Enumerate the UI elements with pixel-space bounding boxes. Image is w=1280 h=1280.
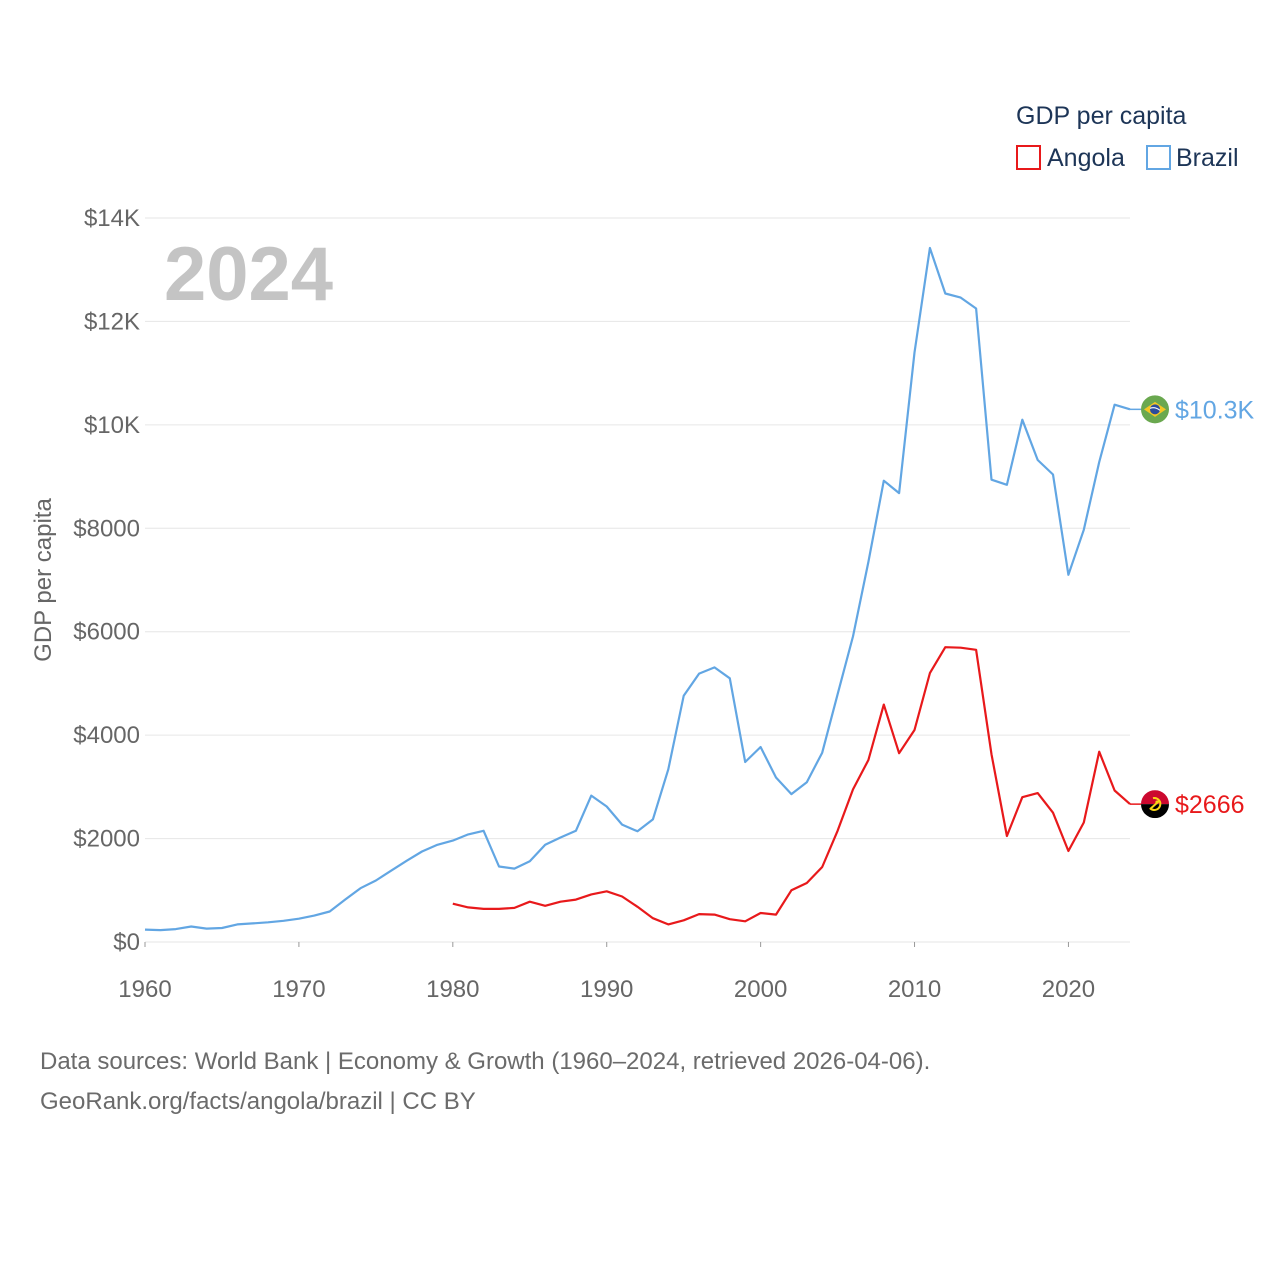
y-tick-label: $6000: [73, 619, 140, 646]
data-source-note: Data sources: World Bank | Economy & Gro…: [40, 1042, 930, 1122]
x-tick-label: 1970: [272, 976, 325, 1003]
source-line-2[interactable]: GeoRank.org/facts/angola/brazil | CC BY: [40, 1088, 476, 1115]
legend-label-angola[interactable]: Angola: [1047, 144, 1125, 172]
x-axis: 1960 1970 1980 1990 2000 2010 2020: [118, 942, 1095, 1003]
year-label: 2024: [164, 232, 333, 317]
brazil-flag-icon: [1141, 395, 1169, 424]
x-tick-label: 2010: [888, 976, 941, 1003]
y-tick-label: $12K: [84, 308, 140, 335]
angola-end-marker: $2666: [1130, 790, 1245, 819]
y-tick-label: $10K: [84, 412, 140, 439]
y-axis: $0 $2000 $4000 $6000 $8000 $10K $12K $14K: [73, 205, 140, 956]
angola-end-label: $2666: [1175, 791, 1245, 819]
y-axis-label: GDP per capita: [30, 498, 57, 662]
brazil-end-label: $10.3K: [1175, 396, 1255, 424]
legend-swatch-brazil[interactable]: [1146, 145, 1171, 170]
series-lines: [144, 246, 1131, 932]
x-tick-label: 1980: [426, 976, 479, 1003]
y-tick-label: $8000: [73, 515, 140, 542]
legend-title: GDP per capita: [1016, 102, 1187, 130]
source-line-1: Data sources: World Bank | Economy & Gro…: [40, 1048, 931, 1075]
series-line-brazil[interactable]: [144, 246, 1131, 932]
x-tick-label: 2000: [734, 976, 787, 1003]
y-tick-label: $2000: [73, 826, 140, 853]
brazil-end-marker: $10.3K: [1130, 395, 1255, 424]
series-line-angola[interactable]: [452, 646, 1131, 926]
y-tick-label: $0: [113, 929, 140, 956]
angola-flag-icon: [1141, 790, 1169, 819]
x-tick-label: 1960: [118, 976, 171, 1003]
legend-swatch-angola[interactable]: [1016, 145, 1041, 170]
legend: GDP per capita Angola Brazil: [1016, 102, 1239, 172]
x-tick-label: 2020: [1042, 976, 1095, 1003]
y-tick-label: $14K: [84, 205, 140, 232]
y-tick-label: $4000: [73, 722, 140, 749]
x-tick-label: 1990: [580, 976, 633, 1003]
legend-label-brazil[interactable]: Brazil: [1176, 144, 1239, 172]
gridlines: [145, 217, 1130, 943]
